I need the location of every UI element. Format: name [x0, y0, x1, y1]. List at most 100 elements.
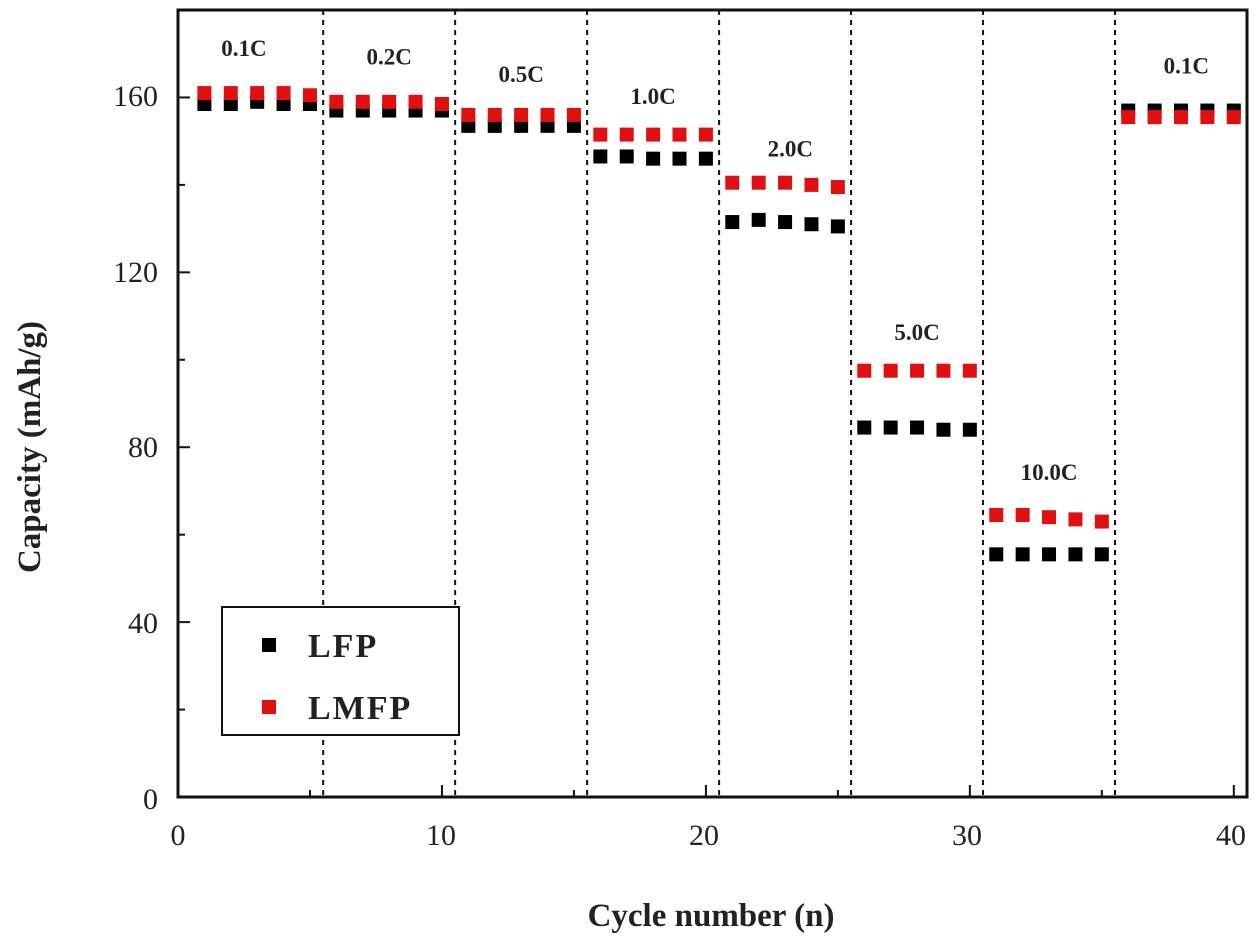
data-point-lmfp [382, 94, 397, 109]
data-point-lmfp [302, 88, 317, 103]
data-point-lmfp [910, 363, 925, 378]
data-point-lfp [962, 422, 977, 437]
data-point-lmfp [276, 86, 291, 101]
legend-box [221, 606, 460, 736]
data-point-lfp [619, 149, 634, 164]
legend-label-lmfp: LMFP [308, 690, 412, 727]
data-point-lmfp [250, 86, 265, 101]
data-point-lmfp [329, 94, 344, 109]
data-point-lfp [197, 97, 212, 112]
data-point-lmfp [672, 127, 687, 142]
data-point-lmfp [989, 507, 1004, 522]
y-tick-label: 40 [128, 607, 158, 640]
data-point-lmfp [778, 175, 793, 190]
data-point-lfp [830, 219, 845, 234]
data-point-lmfp [1015, 507, 1030, 522]
y-tick-label: 120 [113, 256, 158, 289]
data-point-lfp [804, 217, 819, 232]
x-tick-label: 10 [426, 819, 456, 852]
data-point-lfp [276, 97, 291, 112]
rate-dividers [322, 10, 1117, 797]
data-point-lfp [672, 151, 687, 166]
data-point-lmfp [646, 127, 661, 142]
data-point-lmfp [830, 180, 845, 195]
x-tick-label: 30 [952, 819, 982, 852]
x-tick-label: 20 [689, 819, 719, 852]
data-point-lfp [936, 422, 951, 437]
data-point-lmfp [1094, 514, 1109, 529]
data-point-lmfp [1147, 110, 1162, 125]
data-point-lfp [487, 118, 502, 133]
data-point-lmfp [883, 363, 898, 378]
data-point-lfp [646, 151, 661, 166]
data-point-lmfp [857, 363, 872, 378]
x-tick-label: 40 [1216, 819, 1246, 852]
data-point-lmfp [1174, 110, 1189, 125]
data-point-lmfp [223, 86, 238, 101]
data-point-lmfp [487, 107, 502, 122]
data-point-lmfp [514, 107, 529, 122]
legend: LFP LMFP [221, 606, 460, 736]
data-point-lmfp [751, 175, 766, 190]
data-point-lmfp [408, 94, 423, 109]
data-point-lfp [778, 215, 793, 230]
data-point-lmfp [936, 363, 951, 378]
data-point-lfp [725, 215, 740, 230]
rate-label: 5.0C [894, 320, 939, 345]
plot-frame [176, 8, 1249, 799]
y-tick-label: 80 [128, 431, 158, 464]
data-point-lmfp [725, 175, 740, 190]
rate-label: 1.0C [630, 84, 675, 109]
y-tick-labels: 0 40 80 120 160 [113, 80, 158, 816]
data-point-lmfp [1226, 110, 1241, 125]
data-point-lmfp [1042, 510, 1057, 525]
data-point-lfp [514, 118, 529, 133]
data-point-lmfp [1200, 110, 1215, 125]
y-tick-label: 0 [143, 783, 158, 816]
data-point-lfp [883, 420, 898, 435]
data-point-lmfp [566, 107, 581, 122]
data-point-lmfp [540, 107, 555, 122]
data-point-lfp [461, 118, 476, 133]
rate-label: 2.0C [768, 136, 813, 161]
legend-marker-lmfp [262, 700, 276, 714]
data-point-lfp [1015, 547, 1030, 562]
data-point-lmfp [593, 127, 608, 142]
data-point-lmfp [804, 177, 819, 192]
data-point-lmfp [461, 107, 476, 122]
rate-label: 0.2C [366, 45, 411, 70]
x-tick-labels: 0 10 20 30 40 [171, 819, 1247, 852]
data-point-lfp [540, 118, 555, 133]
data-point-lfp [857, 420, 872, 435]
legend-marker-lfp [262, 638, 276, 652]
data-point-lmfp [197, 86, 212, 101]
data-point-lfp [593, 149, 608, 164]
x-axis-title: Cycle number (n) [588, 898, 835, 934]
data-point-lmfp [1121, 110, 1136, 125]
data-point-lfp [910, 420, 925, 435]
data-point-lmfp [619, 127, 634, 142]
data-point-lfp [566, 118, 581, 133]
y-tick-label: 160 [113, 80, 158, 113]
data-point-lfp [1094, 547, 1109, 562]
data-point-lfp [989, 547, 1004, 562]
data-point-lmfp [698, 127, 713, 142]
legend-label-lfp: LFP [308, 628, 378, 665]
data-point-lfp [751, 212, 766, 227]
rate-label: 0.5C [498, 62, 543, 87]
data-point-lmfp [355, 94, 370, 109]
rate-label: 0.1C [221, 36, 266, 61]
data-point-lmfp [962, 363, 977, 378]
rate-labels: 0.1C 0.2C 0.5C 1.0C 2.0C 5.0C 10.0C 0.1C [221, 36, 1209, 485]
data-point-lmfp [434, 97, 449, 112]
data-point-lfp [223, 97, 238, 112]
data-point-lfp [1042, 547, 1057, 562]
data-point-lfp [698, 151, 713, 166]
lmfp-series [197, 86, 1241, 529]
rate-label: 0.1C [1164, 53, 1209, 78]
data-point-lmfp [1068, 512, 1083, 527]
rate-label: 10.0C [1021, 460, 1078, 485]
y-axis-title: Capacity (mAh/g) [12, 321, 48, 573]
data-point-lfp [1068, 547, 1083, 562]
